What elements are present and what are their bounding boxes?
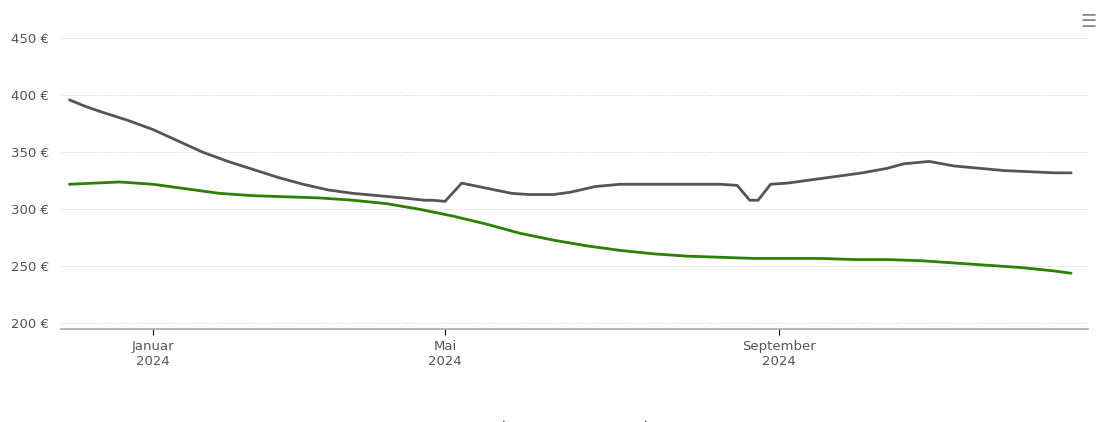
- Legend: lose Ware, Sackware: lose Ware, Sackware: [460, 416, 689, 422]
- Text: ☰: ☰: [1080, 13, 1097, 31]
